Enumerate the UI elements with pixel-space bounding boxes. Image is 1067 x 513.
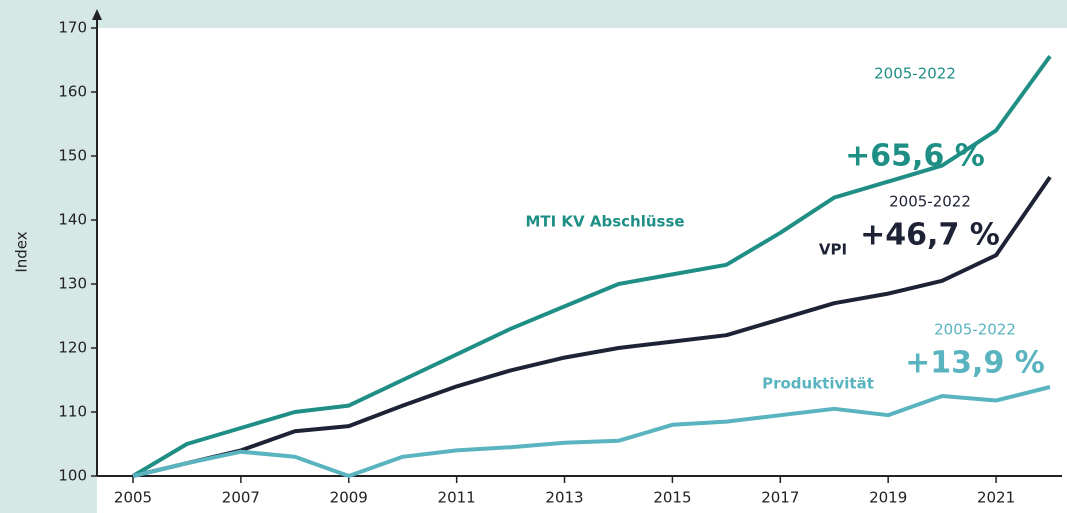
y-tick-label: 100 — [58, 467, 87, 485]
x-tick-label: 2021 — [977, 489, 1015, 507]
x-tick-label: 2015 — [653, 489, 691, 507]
annotation-change: +13,9 % — [905, 346, 1045, 381]
y-axis-arrow — [92, 9, 102, 20]
x-tick-label: 2007 — [222, 489, 260, 507]
x-tick-label: 2019 — [869, 489, 907, 507]
series-label: MTI KV Abschlüsse — [525, 213, 684, 231]
annotation-change: +65,6 % — [845, 139, 985, 174]
x-tick-label: 2009 — [330, 489, 368, 507]
x-tick-label: 2013 — [545, 489, 583, 507]
x-tick-label: 2017 — [761, 489, 799, 507]
annotation-period: 2005-2022 — [874, 65, 956, 83]
annotation-period: 2005-2022 — [889, 193, 971, 211]
series-label: Produktivität — [762, 375, 874, 393]
series-line — [132, 175, 1052, 478]
series-line — [131, 55, 1052, 478]
x-tick-label: 2011 — [438, 489, 476, 507]
plot-background — [97, 28, 1067, 513]
series-line — [132, 385, 1051, 478]
y-tick-label: 130 — [58, 275, 87, 293]
annotation-period: 2005-2022 — [934, 321, 1016, 339]
x-tick-label: 2005 — [114, 489, 152, 507]
series-label: VPI — [819, 241, 847, 259]
annotation-change: +46,7 % — [860, 218, 1000, 253]
y-tick-label: 160 — [58, 83, 87, 101]
y-tick-label: 170 — [58, 19, 87, 37]
y-tick-label: 120 — [58, 339, 87, 357]
y-axis-label: Index — [13, 231, 31, 272]
y-tick-label: 140 — [58, 211, 87, 229]
y-tick-label: 110 — [58, 403, 87, 421]
y-tick-label: 150 — [58, 147, 87, 165]
